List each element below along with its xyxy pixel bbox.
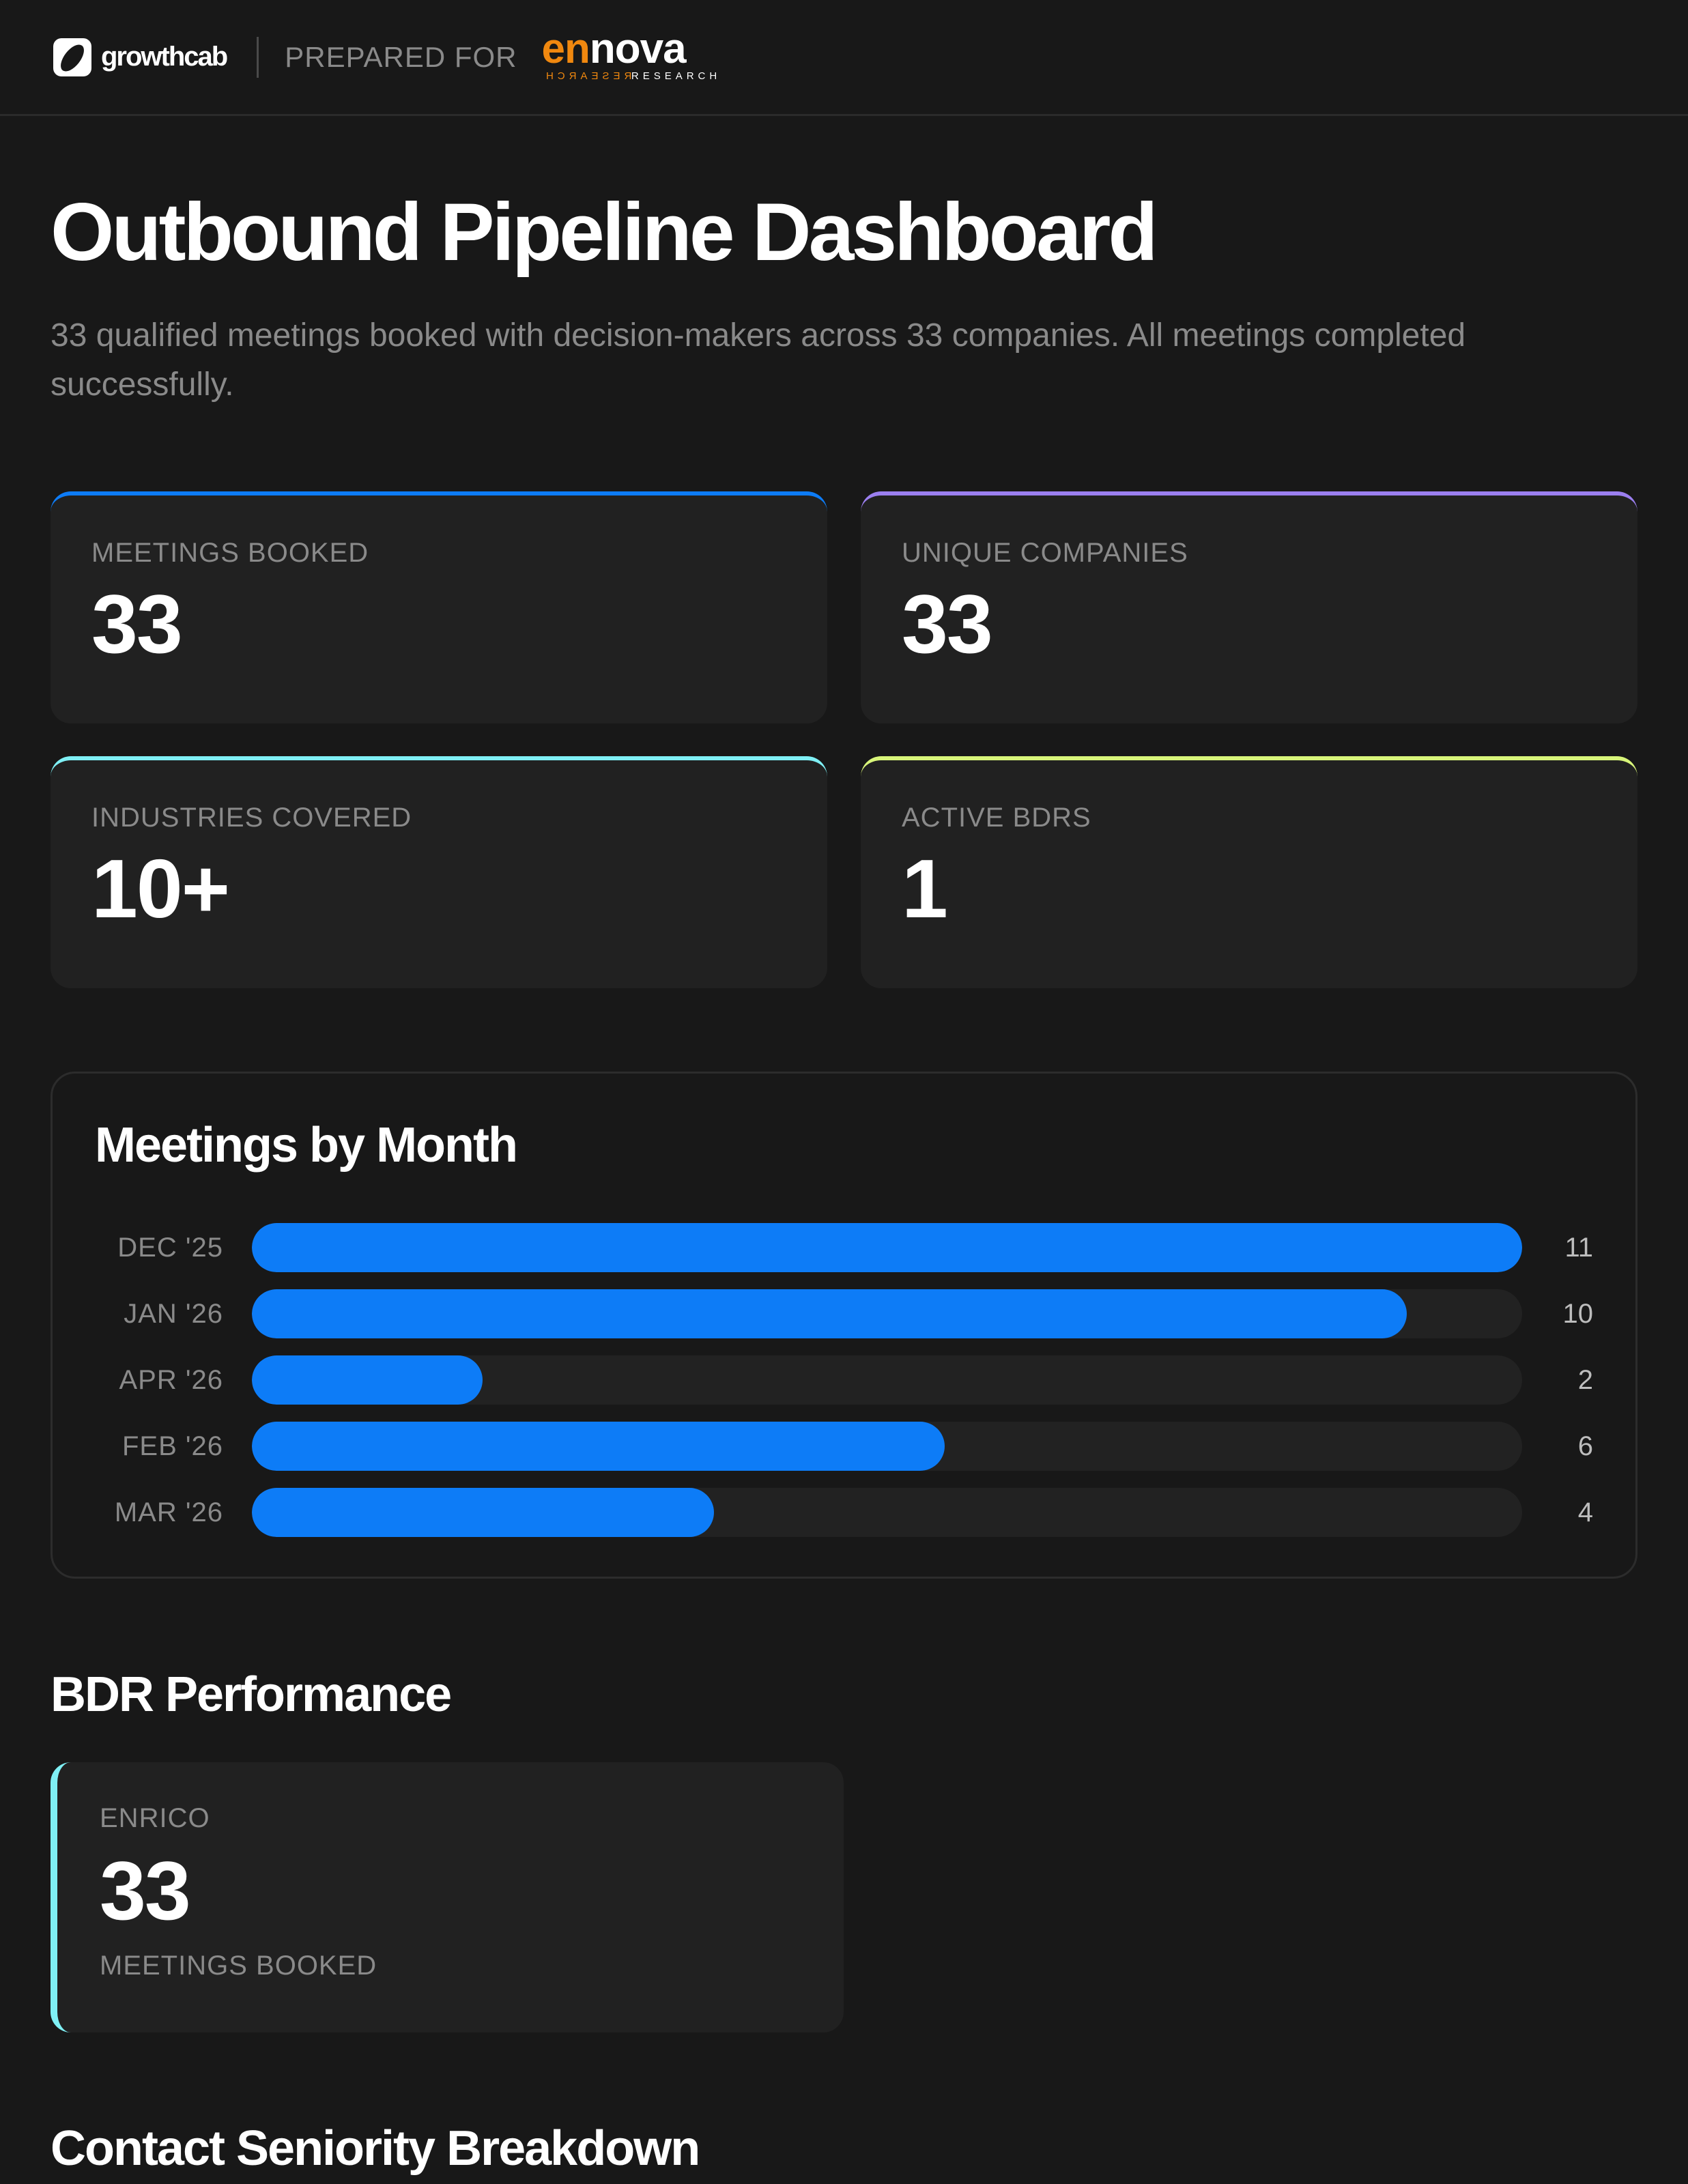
page-subtitle: 33 qualified meetings booked with decisi… (51, 317, 1466, 403)
chart-row: JAN '26 10 (53, 1289, 1635, 1338)
client-logo-part2: nova (589, 25, 687, 72)
bar-value: 6 (1577, 1431, 1593, 1461)
chart-title: Meetings by Month (95, 1118, 518, 1173)
stat-value: 1 (902, 842, 948, 935)
bar-value: 11 (1564, 1233, 1593, 1263)
client-logo-part1: en (541, 25, 590, 72)
bar-track (252, 1289, 1522, 1338)
bar-fill (252, 1223, 1522, 1272)
growthcab-logo-icon (53, 38, 91, 76)
bar-value: 2 (1577, 1365, 1593, 1395)
stat-value: 33 (902, 577, 993, 670)
bar-value: 4 (1577, 1497, 1593, 1527)
client-logo-sub-mirrored: RESEARCH (541, 70, 631, 82)
bar-track (252, 1422, 1522, 1471)
stat-card-industries-covered: INDUSTRIES COVERED 10+ (51, 756, 827, 988)
chart-row: DEC '25 11 (53, 1223, 1635, 1272)
chart-row: MAR '26 4 (53, 1488, 1635, 1537)
bar-label: MAR '26 (114, 1497, 223, 1527)
bar-label: DEC '25 (117, 1233, 223, 1263)
stat-label: INDUSTRIES COVERED (91, 803, 412, 833)
bar-track (252, 1355, 1522, 1405)
stat-card-active-bdrs: ACTIVE BDRS 1 (861, 756, 1637, 988)
bdr-card: ENRICO 33 MEETINGS BOOKED (51, 1762, 844, 2032)
bar-track (252, 1223, 1522, 1272)
bdr-name: ENRICO (100, 1803, 210, 1833)
bdr-performance-heading: BDR Performance (51, 1667, 452, 1722)
stat-card-meetings-booked: MEETINGS BOOKED 33 (51, 491, 827, 723)
chart-row: APR '26 2 (53, 1355, 1635, 1405)
brand-name: growthcab (101, 42, 228, 72)
contact-seniority-heading: Contact Seniority Breakdown (51, 2121, 700, 2176)
client-logo-sub: RESEARCH (631, 70, 721, 82)
stat-label: MEETINGS BOOKED (91, 538, 369, 568)
bdr-meetings-value: 33 (100, 1844, 191, 1937)
stat-value: 10+ (91, 842, 230, 935)
bdr-caption: MEETINGS BOOKED (100, 1951, 377, 1981)
header-divider (257, 36, 259, 78)
bar-value: 10 (1562, 1299, 1594, 1329)
bar-label: FEB '26 (121, 1431, 223, 1461)
brand-logo: growthcab (53, 38, 228, 76)
client-logo: ennova RESEARCH RESEARCH (542, 28, 721, 83)
client-logo-wordmark: ennova (542, 28, 687, 70)
bar-fill (252, 1488, 714, 1537)
stat-label: UNIQUE COMPANIES (902, 538, 1188, 568)
bar-track (252, 1488, 1522, 1537)
stat-value: 33 (91, 577, 183, 670)
prepared-for-label: PREPARED FOR (285, 40, 517, 73)
chart-row: FEB '26 6 (53, 1422, 1635, 1471)
bar-label: JAN '26 (124, 1299, 223, 1329)
stat-card-unique-companies: UNIQUE COMPANIES 33 (861, 491, 1637, 723)
header-bar: growthcab PREPARED FOR ennova RESEARCH RE… (0, 0, 1688, 116)
meetings-by-month-chart: Meetings by Month DEC '25 11 JAN '26 10 … (51, 1072, 1637, 1579)
stat-label: ACTIVE BDRS (902, 803, 1091, 833)
bar-label: APR '26 (119, 1365, 223, 1395)
page-title: Outbound Pipeline Dashboard (51, 186, 1158, 278)
bar-fill (252, 1355, 483, 1405)
bar-fill (252, 1289, 1407, 1338)
client-logo-subtitle: RESEARCH RESEARCH (542, 70, 721, 82)
bar-fill (252, 1422, 945, 1471)
